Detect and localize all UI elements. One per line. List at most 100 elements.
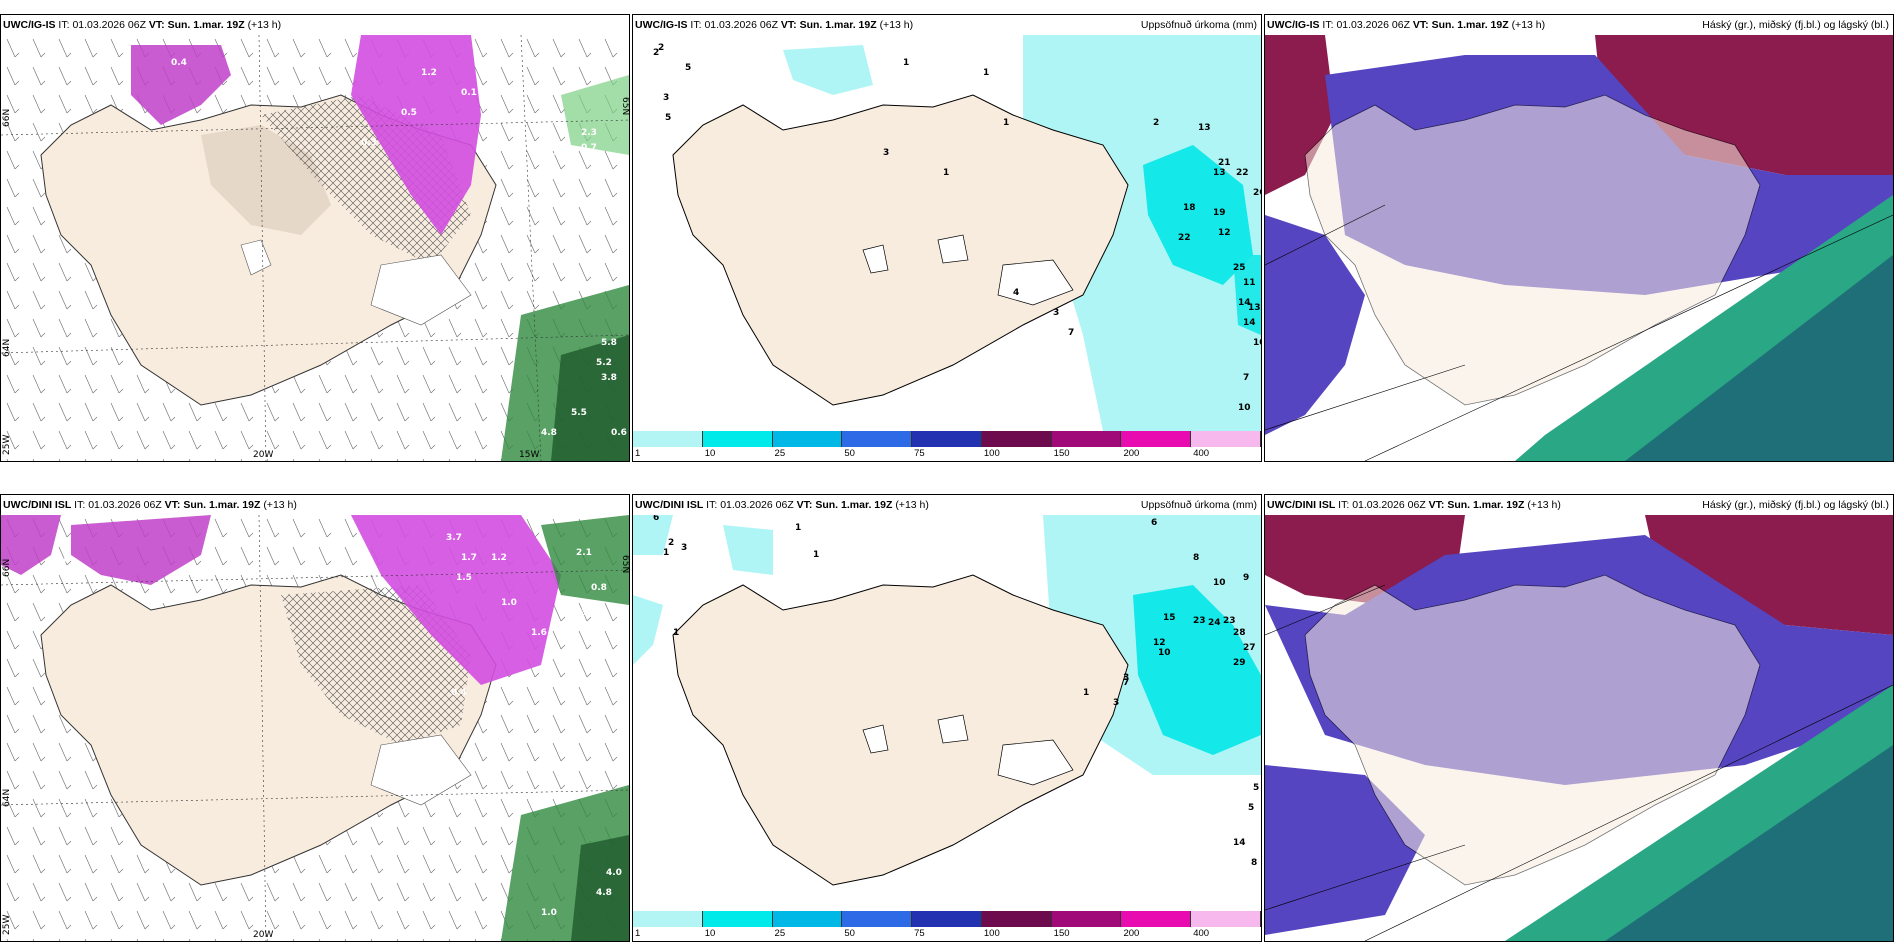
legend-tick-label: 150 (1053, 448, 1070, 459)
value-label: 1 (813, 550, 819, 560)
value-label: 0.3 (361, 138, 377, 148)
legend-swatch (1051, 911, 1122, 927)
legend-swatch (702, 431, 773, 447)
value-label: 2.2 (51, 558, 67, 568)
legend-swatch (1121, 911, 1192, 927)
legend-swatch (702, 911, 773, 927)
value-label: 0.6 (546, 148, 562, 158)
panel-row1-clouds: UWC/IG-IS IT: 01.03.2026 06Z VT: Sun. 1.… (1264, 14, 1894, 462)
legend-swatch (772, 911, 843, 927)
value-label: 8 (1193, 553, 1199, 563)
panel-header: UWC/DINI ISL IT: 01.03.2026 06Z VT: Sun.… (633, 495, 1261, 515)
value-label: 1 (673, 628, 679, 638)
legend-swatch (1051, 431, 1122, 447)
value-label: 5 (1253, 783, 1259, 793)
value-label: 1 (943, 168, 949, 178)
legend-tick-label: 400 (1193, 928, 1210, 939)
value-label: 5 (665, 113, 671, 123)
valid-time: Sun. 1.mar. 19Z (167, 19, 245, 31)
valid-time: Sun. 1.mar. 19Z (799, 19, 877, 31)
value-label: 3 (1123, 673, 1129, 683)
value-label: 0.6 (611, 428, 627, 438)
value-label: 1.0 (501, 598, 517, 608)
issue-time: 01.03.2026 06Z (1336, 19, 1410, 31)
legend-tick-label: 1 (635, 448, 641, 459)
value-label: 0.8 (591, 583, 607, 593)
value-label: 10 (1158, 648, 1171, 658)
legend-tick-label: 400 (1193, 448, 1210, 459)
value-label: 10 (1253, 338, 1261, 348)
value-label: 2 (653, 48, 659, 58)
legend-tick-label: 100 (983, 928, 1000, 939)
value-label: 22 (1236, 168, 1249, 178)
value-label: 14 (1243, 318, 1256, 328)
axis-label: 20W (253, 930, 273, 940)
legend-swatch (1191, 911, 1261, 927)
lead-time: (+13 h) (879, 19, 914, 31)
issue-time: 01.03.2026 06Z (88, 499, 162, 511)
axis-label: 20W (253, 450, 273, 460)
panel-row1-wind-precip: UWC/IG-IS IT: 01.03.2026 06Z VT: Sun. 1.… (0, 14, 630, 462)
value-label: 3.8 (601, 373, 617, 383)
value-label: 4.8 (596, 888, 612, 898)
value-label: 4.0 (606, 868, 622, 878)
value-label: 5 (685, 63, 691, 73)
valid-time: Sun. 1.mar. 19Z (1431, 19, 1509, 31)
value-label: 0.7 (581, 143, 597, 153)
model-name: UWC/IG-IS (3, 19, 56, 31)
value-label: 0.4 (171, 58, 187, 68)
value-label: 1.2 (491, 553, 507, 563)
map-area: 2535112131321222618192212251114141310710… (633, 35, 1261, 461)
value-label: 1 (663, 548, 669, 558)
legend-swatch (1121, 431, 1192, 447)
value-label: 3.7 (446, 533, 462, 543)
value-label: 1 (795, 523, 801, 533)
legend-swatch (842, 431, 913, 447)
value-label: 14 (1238, 298, 1251, 308)
value-label: 13 (1248, 303, 1261, 313)
value-label: 13 (1198, 123, 1211, 133)
value-label: 29 (1233, 658, 1246, 668)
legend-swatch (981, 911, 1052, 927)
value-label: 27 (1243, 643, 1256, 653)
panel-row2-wind-precip: UWC/DINI ISL IT: 01.03.2026 06Z VT: Sun.… (0, 494, 630, 942)
value-label: 2 (668, 538, 674, 548)
value-label: 0.8 (576, 168, 592, 178)
legend-tick-label: 25 (774, 928, 786, 939)
value-label: 5.8 (601, 338, 617, 348)
value-label: 18 (1183, 203, 1196, 213)
value-label: 23 (1193, 616, 1206, 626)
value-label: 25 (1233, 263, 1246, 273)
lead-time: (+13 h) (247, 19, 282, 31)
cloud-title: Háský (gr.), miðský (fj.bl.) og lágský (… (1702, 499, 1889, 511)
panel-header: UWC/IG-IS IT: 01.03.2026 06Z VT: Sun. 1.… (1, 15, 629, 35)
cloud-title: Háský (gr.), miðský (fj.bl.) og lágský (… (1702, 19, 1889, 31)
value-label: 1 (903, 58, 909, 68)
legend-tick-label: 10 (704, 448, 716, 459)
value-label: 0.4 (451, 688, 467, 698)
value-label: 0.9 (606, 623, 622, 633)
value-label: 3 (883, 148, 889, 158)
value-label: 22 (1178, 233, 1191, 243)
value-label: 9 (1243, 573, 1249, 583)
legend-tick-label: 100 (983, 448, 1000, 459)
value-label: 2 (1153, 118, 1159, 128)
panel-row2-clouds: UWC/DINI ISL IT: 01.03.2026 06Z VT: Sun.… (1264, 494, 1894, 942)
panel-header: UWC/IG-IS IT: 01.03.2026 06Z VT: Sun. 1.… (633, 15, 1261, 35)
map-area (1265, 35, 1893, 461)
value-label: 8 (1251, 858, 1257, 868)
legend-tick-label: 25 (774, 448, 786, 459)
model-name: UWC/DINI ISL (3, 499, 72, 511)
legend-swatch (912, 431, 982, 447)
value-label: 3 (1053, 308, 1059, 318)
value-label: 1.0 (541, 908, 557, 918)
panel-header: UWC/DINI ISL IT: 01.03.2026 06Z VT: Sun.… (1, 495, 629, 515)
map-area: 3.7 1.7 1.5 1.2 1.0 2.2 2.1 0.8 3.9 0.9 1.6 4.0 4.8 1… (1, 515, 629, 941)
legend-swatch (912, 911, 982, 927)
value-label: 2.1 (576, 548, 592, 558)
value-label: 0.1 (461, 88, 477, 98)
map-area: 6 2 3 1 1 1 6 8 9 10 15 12 23 24 23 28 27 29 10 3 7 3 1 1 5 5 14 8 (633, 515, 1261, 941)
value-label: 4 (1013, 288, 1019, 298)
legend-swatch (633, 431, 703, 447)
legend-tick-label: 50 (844, 928, 855, 939)
